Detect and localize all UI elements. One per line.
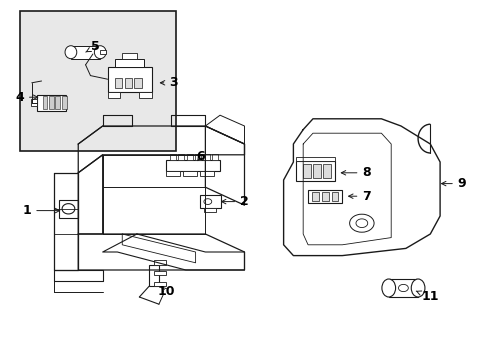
Text: 6: 6 (196, 150, 204, 163)
Text: 9: 9 (441, 177, 466, 190)
Bar (149, 265, 159, 286)
Bar (199, 195, 221, 208)
Bar (139, 92, 151, 98)
Bar (200, 171, 214, 176)
Bar (203, 154, 209, 160)
Bar (307, 190, 342, 203)
Ellipse shape (381, 279, 395, 297)
Bar (312, 164, 320, 178)
Bar (321, 192, 328, 201)
Bar (71, 46, 100, 59)
Bar (154, 260, 166, 265)
Bar (42, 96, 47, 109)
Bar (169, 154, 176, 160)
Text: 10: 10 (157, 285, 175, 298)
Bar (154, 271, 166, 275)
Bar (295, 157, 334, 161)
Bar (37, 95, 66, 111)
Bar (100, 50, 106, 54)
Bar (61, 96, 66, 109)
Bar (107, 92, 120, 98)
Bar (311, 192, 318, 201)
Bar (186, 154, 192, 160)
Bar (204, 208, 216, 212)
Text: 8: 8 (341, 166, 370, 179)
Bar (211, 154, 218, 160)
Bar (134, 78, 142, 88)
Text: 5: 5 (85, 40, 100, 53)
Text: 2: 2 (221, 195, 248, 208)
Bar (183, 171, 197, 176)
Text: 11: 11 (415, 291, 438, 303)
Bar (166, 160, 220, 171)
Bar (31, 99, 37, 106)
Ellipse shape (94, 46, 106, 59)
Bar (178, 154, 184, 160)
Bar (303, 164, 310, 178)
Text: 3: 3 (160, 76, 178, 89)
Bar (124, 78, 132, 88)
Text: 7: 7 (348, 190, 370, 203)
Bar (166, 171, 180, 176)
Bar (122, 53, 137, 59)
Bar (115, 78, 122, 88)
Ellipse shape (65, 46, 77, 59)
Bar (322, 164, 330, 178)
Bar (20, 11, 176, 151)
Ellipse shape (410, 279, 424, 297)
Bar (49, 96, 54, 109)
Bar (195, 154, 201, 160)
Bar (295, 161, 334, 181)
Text: 4: 4 (15, 91, 38, 104)
Text: 1: 1 (22, 204, 60, 217)
Bar (154, 282, 166, 286)
Bar (59, 200, 78, 218)
Bar (331, 192, 338, 201)
Bar (115, 59, 144, 67)
Bar (107, 67, 151, 92)
Bar (388, 279, 417, 297)
Bar (55, 96, 60, 109)
